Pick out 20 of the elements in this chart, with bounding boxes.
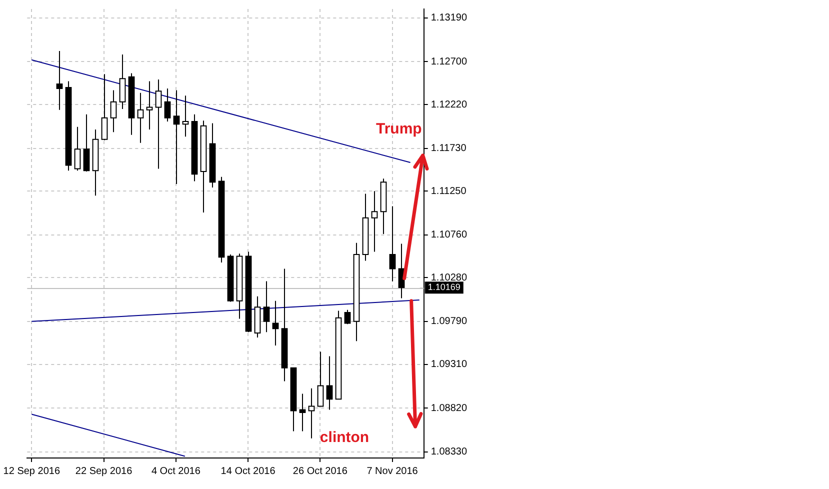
- x-tick-label: 4 Oct 2016: [151, 466, 201, 477]
- x-tick-label: 12 Sep 2016: [3, 466, 60, 477]
- y-tick-label: 1.09790: [430, 316, 468, 328]
- annotation: Trump: [376, 120, 422, 138]
- x-tick-label: 14 Oct 2016: [220, 466, 276, 477]
- y-tick-label: 1.09310: [430, 359, 468, 370]
- x-tick-label: 7 Nov 2016: [366, 466, 418, 477]
- y-tick-label: 1.11730: [430, 143, 467, 154]
- y-tick-label: 1.10760: [430, 230, 468, 241]
- ref-line-label: 1.10169: [428, 282, 460, 292]
- y-tick-label: 1.10280: [430, 272, 468, 284]
- x-tick-label: 26 Oct 2016: [292, 466, 348, 477]
- y-tick-label: 1.11250: [430, 186, 467, 197]
- y-tick-label: 1.12220: [430, 99, 468, 110]
- annotation: clinton: [320, 428, 370, 446]
- y-tick-label: 1.12700: [430, 56, 468, 68]
- y-tick-label: 1.08820: [430, 402, 468, 414]
- x-tick-label: 22 Sep 2016: [75, 466, 133, 477]
- y-tick-label: 1.13190: [430, 12, 468, 24]
- y-tick-label: 1.08330: [430, 446, 468, 458]
